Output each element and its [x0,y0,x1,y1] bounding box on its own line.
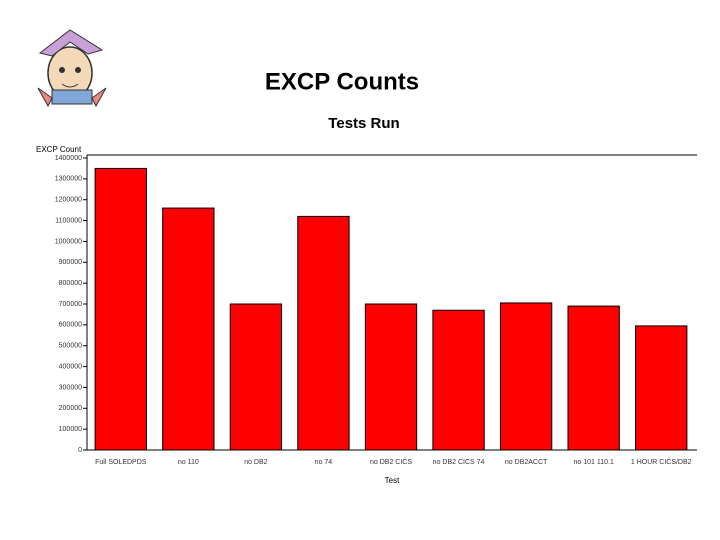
x-tick-label: no 74 [315,459,333,466]
y-tick-label: 100000 [59,426,82,433]
y-tick-label: 700000 [59,301,82,308]
y-tick-label: 800000 [59,280,82,287]
bar [567,305,620,451]
x-tick-label: no DB2 CICS [370,459,412,466]
x-tick-label: no DB2 [244,459,267,466]
y-tick-label: 1400000 [55,155,82,162]
x-tick-label: no DB2 CICS 74 [433,459,485,466]
x-tick-label: no DB2ACCT [505,459,548,466]
y-tick-label: 1200000 [55,197,82,204]
chart-title: Tests Run [328,115,399,132]
bar [499,302,553,451]
slide-title: EXCP Counts [265,68,419,95]
y-tick-label: 500000 [59,343,82,350]
y-tick-label: 0 [78,447,82,454]
bar [229,303,283,451]
x-tick-label: no 101 110.1 [573,459,613,466]
y-tick-label: 600000 [59,322,82,329]
y-tick-label: 200000 [59,405,82,412]
bar [432,309,485,451]
y-tick-label: 1300000 [55,176,82,183]
x-tick-label: Full SOLEDPDS [95,459,147,466]
y-axis-label: EXCP Count [36,145,82,154]
bar [94,167,147,451]
x-tick-label: no 110 [178,459,199,466]
bar [162,207,215,451]
y-tick-label: 900000 [59,259,82,266]
x-tick-label: 1 HOUR CICS/DB2 [631,459,692,466]
bar [635,325,688,451]
y-tick-label: 1100000 [55,217,82,224]
clipart [37,29,107,108]
x-axis-label: Test [385,476,400,485]
y-tick-label: 400000 [59,363,82,370]
y-tick-label: 1000000 [55,238,82,245]
bar [364,303,418,451]
y-tick-label: 300000 [59,384,82,391]
bar [297,215,350,451]
